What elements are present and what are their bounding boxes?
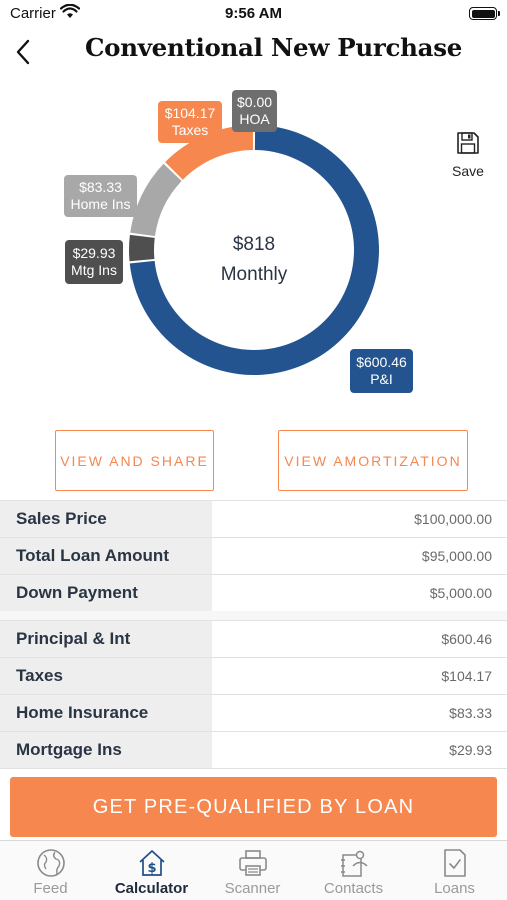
row-value: $83.33 <box>449 705 492 721</box>
get-pre-qualified-button[interactable]: GET PRE-QUALIFIED BY LOAN <box>10 777 497 837</box>
callout-pi-value: $600.46 <box>356 354 407 370</box>
callout-taxes: $104.17 Taxes <box>158 101 222 143</box>
loan-summary-table: Sales Price $100,000.00 Total Loan Amoun… <box>0 500 507 612</box>
chevron-left-icon <box>16 39 30 65</box>
tab-bar: Feed $ Calculator Scanner Contacts <box>0 840 507 900</box>
tab-label: Feed <box>33 880 68 897</box>
callout-pi-name: P&I <box>370 371 393 387</box>
table-row: Home Insurance $83.33 <box>0 695 507 732</box>
house-dollar-icon: $ <box>138 850 165 876</box>
callout-pi: $600.46 P&I <box>350 349 413 393</box>
callout-hoa-name: HOA <box>239 111 270 127</box>
callout-hoa: $0.00 HOA <box>232 90 277 132</box>
tab-label: Calculator <box>114 880 189 897</box>
row-label: Down Payment <box>0 575 212 611</box>
tab-calculator[interactable]: $ Calculator <box>101 841 202 900</box>
table-row: Taxes $104.17 <box>0 658 507 695</box>
row-label: Mortgage Ins <box>0 732 212 768</box>
table-row: Total Loan Amount $95,000.00 <box>0 538 507 575</box>
row-label: Home Insurance <box>0 695 212 731</box>
row-value: $29.93 <box>449 742 492 758</box>
callout-mtg-ins-value: $29.93 <box>72 245 116 261</box>
tab-feed[interactable]: Feed <box>0 841 101 900</box>
document-check-icon <box>443 849 466 877</box>
callout-hoa-value: $0.00 <box>237 94 273 110</box>
row-value: $104.17 <box>441 668 492 684</box>
callout-home-ins-name: Home Ins <box>70 196 131 212</box>
callout-taxes-value: $104.17 <box>164 105 216 121</box>
page-title: Conventional New Purchase <box>84 33 462 62</box>
row-label: Taxes <box>0 658 212 694</box>
save-button[interactable]: Save <box>445 130 491 182</box>
tab-label: Contacts <box>323 880 384 897</box>
row-value: $100,000.00 <box>414 511 492 527</box>
battery-icon <box>469 7 500 20</box>
row-label: Total Loan Amount <box>0 538 212 574</box>
callout-home-ins: $83.33 Home Ins <box>64 175 137 217</box>
donut-slice-home-ins <box>130 163 182 237</box>
tab-contacts[interactable]: Contacts <box>303 841 404 900</box>
section-divider <box>0 611 507 620</box>
row-label: Principal & Int <box>0 621 212 657</box>
contacts-icon <box>340 850 368 877</box>
row-value: $600.46 <box>441 631 492 647</box>
globe-icon <box>36 849 65 877</box>
donut-slice-mtg-ins <box>129 234 155 262</box>
carrier-label: Carrier <box>10 5 56 22</box>
tab-label: Scanner <box>224 880 281 897</box>
table-row: Sales Price $100,000.00 <box>0 501 507 538</box>
row-label: Sales Price <box>0 501 212 537</box>
view-and-share-button[interactable]: VIEW AND SHARE <box>55 430 214 491</box>
view-amortization-button[interactable]: VIEW AMORTIZATION <box>278 430 468 491</box>
monthly-total: $818 <box>232 234 276 255</box>
callout-mtg-ins: $29.93 Mtg Ins <box>65 240 123 284</box>
tab-scanner[interactable]: Scanner <box>202 841 303 900</box>
monthly-label: Monthly <box>220 264 288 285</box>
donut-slice-taxes <box>165 125 254 180</box>
table-row: Down Payment $5,000.00 <box>0 575 507 612</box>
save-label: Save <box>452 163 484 179</box>
row-value: $5,000.00 <box>429 585 492 601</box>
callout-home-ins-value: $83.33 <box>79 179 122 195</box>
row-value: $95,000.00 <box>421 548 492 564</box>
payment-breakdown-table: Principal & Int $600.46 Taxes $104.17 Ho… <box>0 620 507 769</box>
tab-label: Loans <box>434 880 475 897</box>
tab-loans[interactable]: Loans <box>404 841 505 900</box>
printer-icon <box>238 850 267 876</box>
status-time: 9:56 AM <box>225 5 282 22</box>
table-row: Principal & Int $600.46 <box>0 621 507 658</box>
wifi-icon <box>60 4 80 18</box>
floppy-disk-icon <box>457 132 479 154</box>
table-row: Mortgage Ins $29.93 <box>0 732 507 769</box>
status-bar: Carrier 9:56 AM <box>0 0 507 28</box>
back-button[interactable] <box>6 34 40 70</box>
payment-donut-chart <box>129 125 379 376</box>
callout-taxes-name: Taxes <box>171 122 209 138</box>
callout-mtg-ins-name: Mtg Ins <box>71 262 117 278</box>
svg-text:$: $ <box>147 861 156 876</box>
